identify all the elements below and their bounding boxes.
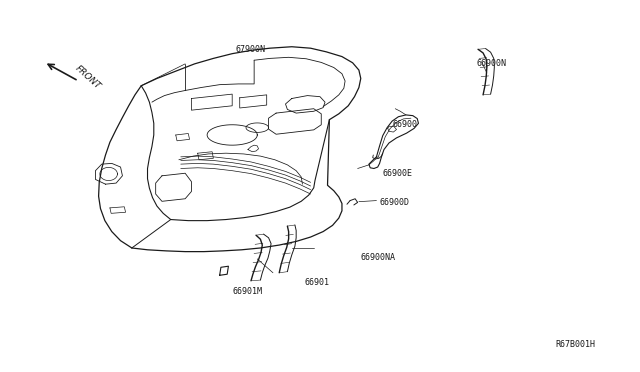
Text: 67900N: 67900N bbox=[236, 45, 266, 54]
Text: 66901: 66901 bbox=[305, 278, 330, 287]
Text: 66900N: 66900N bbox=[477, 60, 507, 68]
Text: 66900D: 66900D bbox=[380, 198, 410, 207]
Text: 66900: 66900 bbox=[392, 119, 417, 128]
Text: 66901M: 66901M bbox=[232, 287, 262, 296]
Text: R67B001H: R67B001H bbox=[556, 340, 595, 349]
Text: FRONT: FRONT bbox=[74, 64, 102, 92]
Text: 66900NA: 66900NA bbox=[361, 253, 396, 262]
Text: 66900E: 66900E bbox=[383, 169, 413, 178]
